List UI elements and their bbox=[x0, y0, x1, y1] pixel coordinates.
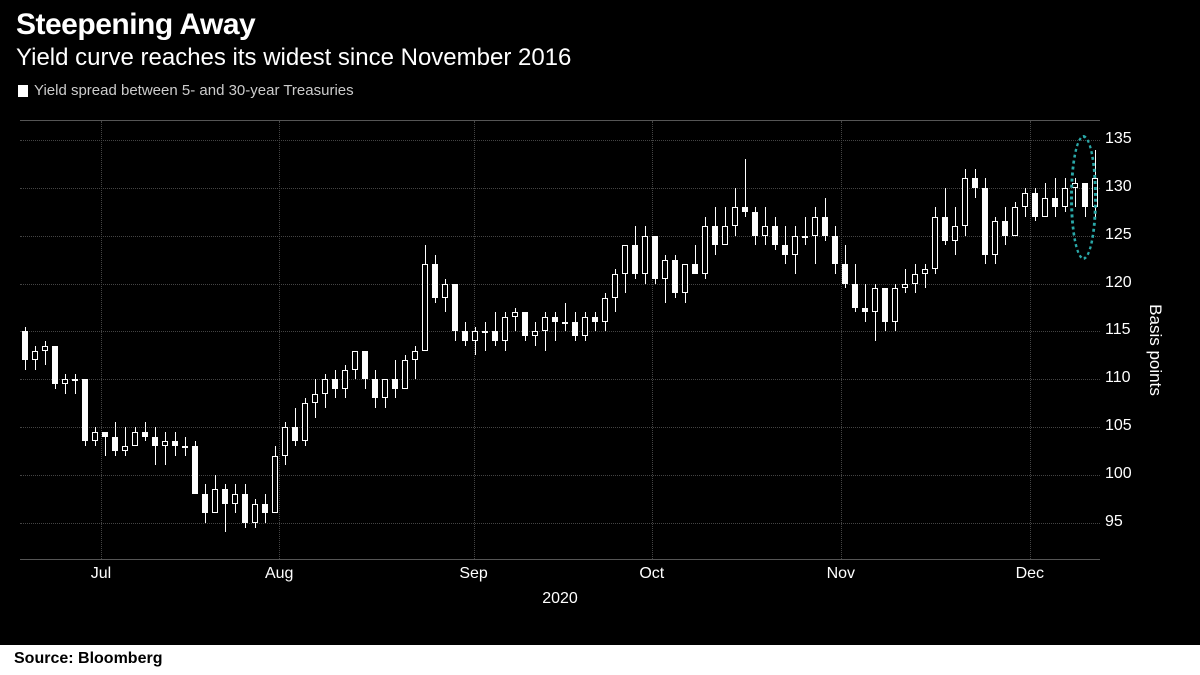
y-tick-label: 125 bbox=[1105, 226, 1132, 244]
legend: Yield spread between 5- and 30-year Trea… bbox=[16, 82, 1184, 99]
y-tick-label: 95 bbox=[1105, 513, 1123, 531]
source-label: Source: Bloomberg bbox=[0, 645, 1200, 673]
x-tick-label: Oct bbox=[639, 565, 664, 583]
y-tick-label: 135 bbox=[1105, 130, 1132, 148]
chart-title: Steepening Away bbox=[16, 8, 1184, 42]
source-bar: Source: Bloomberg bbox=[0, 645, 1200, 675]
chart-area: 95100105110115120125130135 Basis points … bbox=[20, 120, 1185, 600]
y-tick-label: 105 bbox=[1105, 417, 1132, 435]
x-tick-label: Nov bbox=[827, 565, 855, 583]
y-tick-label: 115 bbox=[1105, 321, 1131, 339]
legend-marker-icon bbox=[18, 85, 28, 97]
y-tick-label: 130 bbox=[1105, 178, 1132, 196]
y-tick-label: 100 bbox=[1105, 465, 1132, 483]
x-axis-title: 2020 bbox=[542, 590, 578, 608]
x-tick-label: Dec bbox=[1016, 565, 1044, 583]
x-tick-label: Aug bbox=[265, 565, 293, 583]
x-tick-label: Sep bbox=[459, 565, 487, 583]
y-tick-label: 120 bbox=[1105, 274, 1132, 292]
y-axis-title: Basis points bbox=[1145, 304, 1165, 396]
y-tick-label: 110 bbox=[1105, 369, 1131, 387]
plot-area bbox=[20, 120, 1100, 560]
chart-subtitle: Yield curve reaches its widest since Nov… bbox=[16, 44, 1184, 72]
x-tick-label: Jul bbox=[91, 565, 111, 583]
legend-label: Yield spread between 5- and 30-year Trea… bbox=[34, 82, 354, 99]
